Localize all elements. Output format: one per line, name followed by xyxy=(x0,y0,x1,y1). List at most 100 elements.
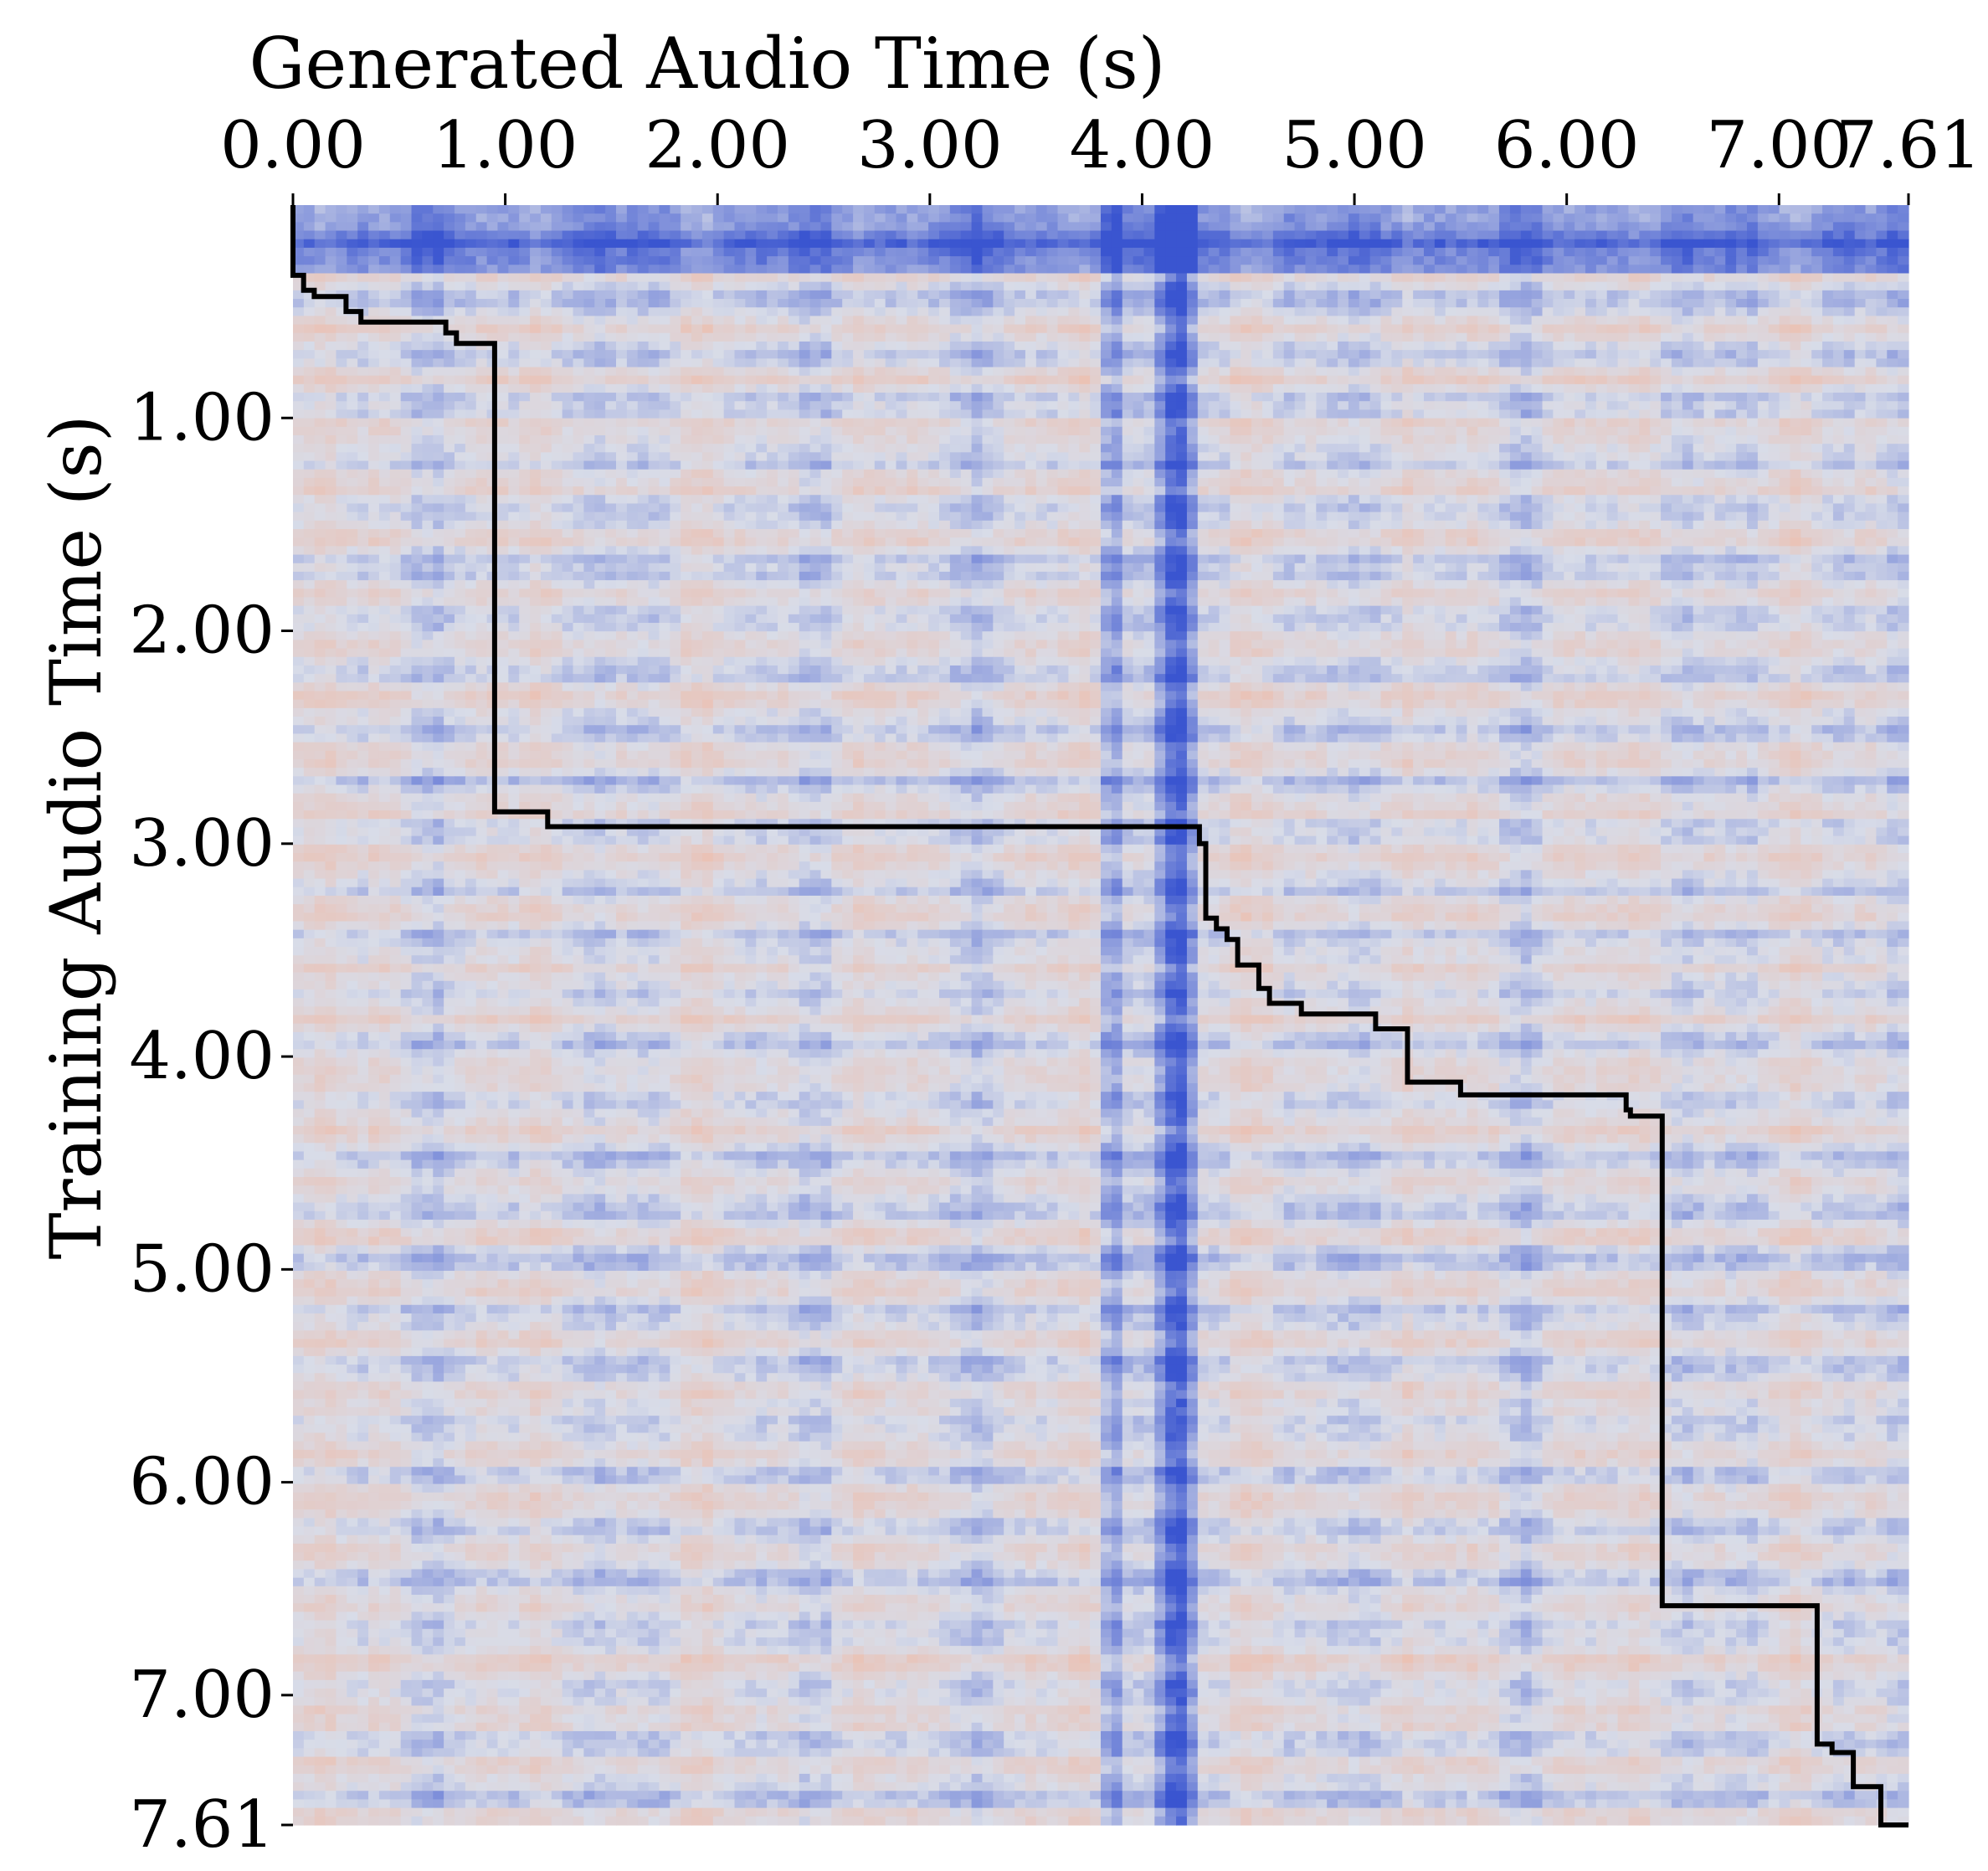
heatmap-cell xyxy=(1606,367,1619,377)
heatmap-cell xyxy=(1887,299,1898,308)
heatmap-cell xyxy=(681,230,692,240)
heatmap-cell xyxy=(1294,460,1307,470)
heatmap-cell xyxy=(939,383,951,393)
heatmap-cell xyxy=(1832,290,1845,300)
heatmap-cell xyxy=(1887,375,1898,385)
heatmap-cell xyxy=(788,477,800,487)
heatmap-cell xyxy=(1682,332,1694,342)
heatmap-cell xyxy=(1509,273,1522,283)
heatmap-cell xyxy=(400,426,413,436)
heatmap-cell xyxy=(378,307,391,316)
heatmap-cell xyxy=(1682,290,1694,300)
heatmap-cell xyxy=(1186,332,1199,342)
heatmap-cell xyxy=(389,350,402,359)
heatmap-cell xyxy=(1499,358,1511,368)
heatmap-cell xyxy=(1650,247,1662,257)
heatmap-cell xyxy=(1111,281,1123,291)
heatmap-cell xyxy=(1801,418,1812,428)
heatmap-cell xyxy=(885,375,897,385)
heatmap-cell xyxy=(626,290,639,300)
heatmap-cell xyxy=(562,213,574,223)
heatmap-cell xyxy=(1509,383,1522,393)
heatmap-cell xyxy=(1035,265,1048,275)
heatmap-cell xyxy=(530,367,542,377)
heatmap-cell xyxy=(1876,401,1888,411)
heatmap-cell xyxy=(1197,205,1210,214)
heatmap-cell xyxy=(734,316,746,326)
heatmap-cell xyxy=(1639,393,1651,402)
heatmap-cell xyxy=(745,452,757,462)
heatmap-cell xyxy=(605,367,617,377)
heatmap-cell xyxy=(336,324,347,334)
heatmap-cell xyxy=(767,316,778,326)
heatmap-cell xyxy=(1865,205,1877,214)
heatmap-cell xyxy=(314,332,326,342)
heatmap-cell xyxy=(1865,350,1877,359)
heatmap-cell xyxy=(681,324,692,334)
heatmap-cell xyxy=(475,290,488,300)
heatmap-cell xyxy=(907,316,918,326)
heatmap-cell xyxy=(1801,341,1812,351)
heatmap-cell xyxy=(1456,205,1468,214)
heatmap-cell xyxy=(1477,213,1489,223)
heatmap-cell xyxy=(1725,460,1737,470)
heatmap-cell xyxy=(389,222,402,232)
heatmap-cell xyxy=(1585,256,1597,265)
heatmap-cell xyxy=(1757,409,1770,419)
heatmap-cell xyxy=(1305,281,1317,291)
heatmap-cell xyxy=(691,486,703,496)
heatmap-cell xyxy=(1779,409,1791,419)
heatmap-cell xyxy=(1553,393,1564,402)
heatmap-cell xyxy=(444,452,455,462)
heatmap-cell xyxy=(1079,367,1091,377)
heatmap-cell xyxy=(1359,460,1371,470)
heatmap-cell xyxy=(853,265,865,275)
heatmap-cell xyxy=(1779,452,1791,462)
heatmap-cell xyxy=(788,460,800,470)
heatmap-cell xyxy=(799,460,811,470)
heatmap-cell xyxy=(562,401,574,411)
heatmap-cell xyxy=(1025,299,1037,308)
heatmap-cell xyxy=(1025,393,1037,402)
heatmap-cell xyxy=(1671,452,1683,462)
heatmap-cell xyxy=(1801,273,1812,283)
heatmap-cell xyxy=(949,367,962,377)
heatmap-cell xyxy=(734,401,746,411)
heatmap-cell xyxy=(1111,316,1123,326)
heatmap-cell xyxy=(583,247,595,257)
heatmap-cell xyxy=(1424,477,1436,487)
heatmap-cell xyxy=(863,316,876,326)
heatmap-cell xyxy=(896,469,907,479)
heatmap-cell xyxy=(562,341,574,351)
heatmap-cell xyxy=(1779,341,1791,351)
heatmap-cell xyxy=(778,316,789,326)
heatmap-cell xyxy=(1272,256,1285,265)
heatmap-cell xyxy=(1768,332,1780,342)
heatmap-cell xyxy=(1176,213,1188,223)
heatmap-cell xyxy=(1467,230,1478,240)
heatmap-cell xyxy=(1488,452,1500,462)
heatmap-cell xyxy=(1197,316,1210,326)
heatmap-cell xyxy=(809,367,822,377)
heatmap-cell xyxy=(1822,426,1834,436)
heatmap-cell xyxy=(809,222,822,232)
heatmap-cell xyxy=(325,324,337,334)
heatmap-cell xyxy=(907,426,918,436)
heatmap-cell xyxy=(1133,281,1145,291)
heatmap-cell xyxy=(1101,265,1112,275)
heatmap-cell xyxy=(551,324,563,334)
heatmap-cell xyxy=(1790,230,1801,240)
heatmap-cell xyxy=(1520,418,1533,428)
heatmap-cell xyxy=(1639,341,1651,351)
heatmap-cell xyxy=(573,239,584,249)
heatmap-cell xyxy=(993,367,1004,377)
heatmap-cell xyxy=(1564,213,1575,223)
heatmap-cell xyxy=(519,418,531,428)
heatmap-cell xyxy=(756,434,768,445)
heatmap-cell xyxy=(562,230,574,240)
heatmap-cell xyxy=(530,375,542,385)
heatmap-cell xyxy=(885,358,897,368)
heatmap-cell xyxy=(637,324,650,334)
heatmap-cell xyxy=(681,341,692,351)
heatmap-cell xyxy=(1531,222,1544,232)
